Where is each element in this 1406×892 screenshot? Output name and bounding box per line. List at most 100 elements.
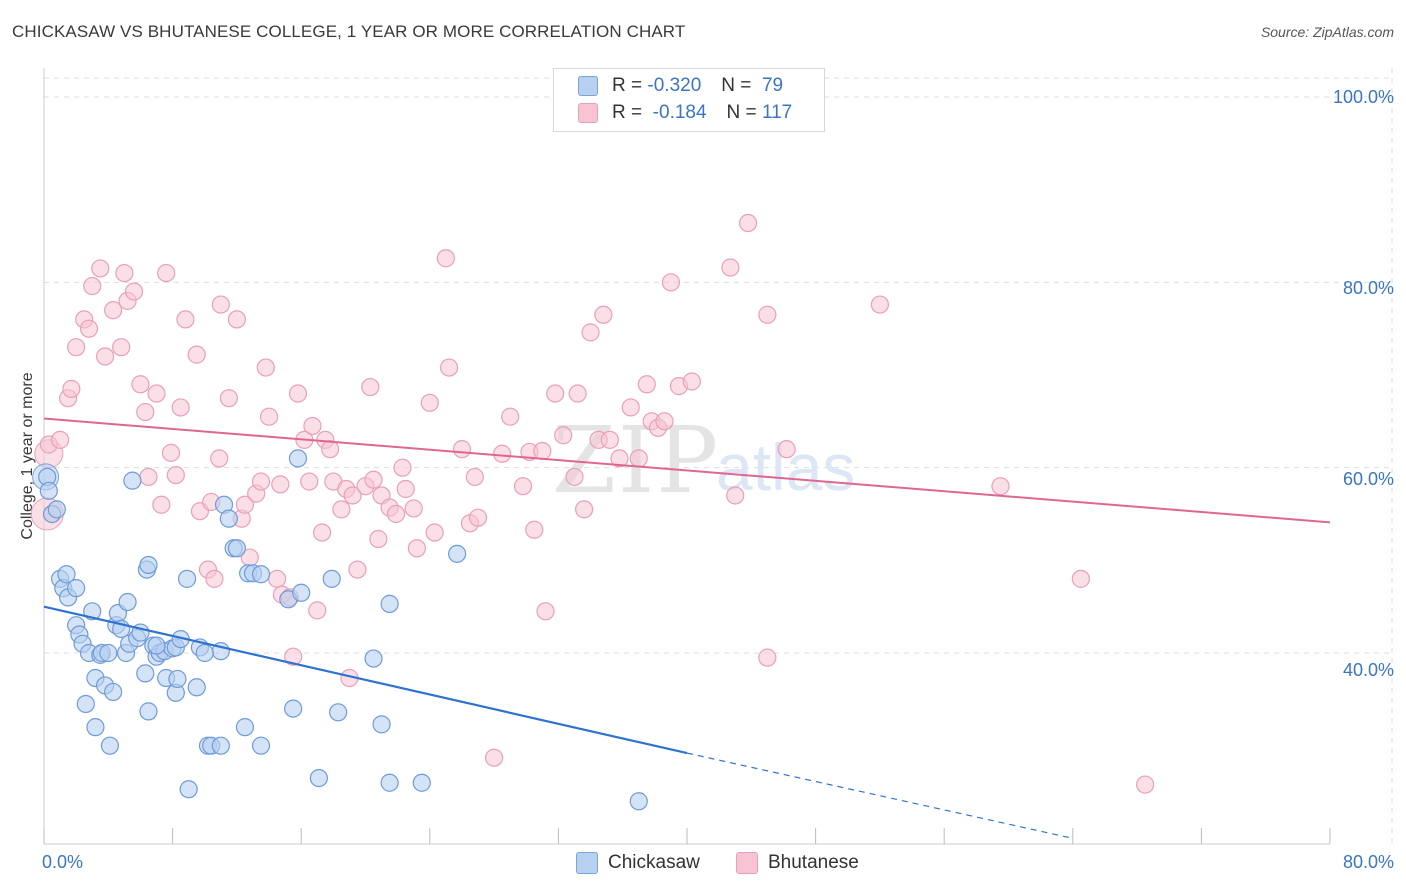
- y-tick-label: 100.0%: [1332, 87, 1394, 107]
- data-point: [610, 449, 629, 468]
- data-point: [525, 520, 544, 539]
- data-point: [621, 398, 640, 417]
- data-point: [251, 565, 271, 584]
- data-point: [284, 699, 303, 718]
- data-point: [267, 569, 287, 588]
- data-point: [288, 384, 308, 403]
- data-point: [369, 529, 388, 549]
- data-point: [104, 682, 123, 702]
- data-point: [777, 440, 796, 459]
- trend-line-chickasaw-extension: [686, 752, 1073, 839]
- data-point: [91, 259, 110, 278]
- data-point: [115, 263, 134, 283]
- data-point: [501, 407, 520, 426]
- data-point: [256, 358, 275, 377]
- data-point: [655, 412, 674, 431]
- data-point: [147, 384, 166, 403]
- data-point: [76, 694, 95, 714]
- data-point: [308, 601, 327, 620]
- source-note: Source: ZipAtlas.com: [1260, 24, 1394, 40]
- data-point: [168, 669, 187, 689]
- data-point: [303, 416, 322, 436]
- data-point: [210, 449, 229, 468]
- data-point: [682, 372, 701, 391]
- chart-title: CHICKASAW VS BHUTANESE COLLEGE, 1 YEAR O…: [12, 22, 686, 41]
- data-point: [396, 479, 415, 499]
- data-point: [493, 444, 512, 463]
- legend-row-chickasaw: R = -0.320 N = 79: [578, 74, 783, 98]
- data-point: [99, 643, 118, 663]
- data-point: [536, 602, 555, 621]
- data-point: [448, 544, 467, 563]
- data-point: [251, 736, 271, 755]
- data-point: [211, 736, 230, 755]
- data-point: [452, 440, 472, 459]
- data-point: [1136, 775, 1155, 794]
- data-point: [312, 523, 332, 542]
- data-point: [412, 773, 431, 792]
- data-point: [329, 703, 348, 722]
- data-point: [67, 579, 86, 598]
- data-point: [177, 569, 197, 588]
- data-point: [118, 592, 137, 612]
- data-point: [83, 276, 102, 296]
- data-point: [124, 282, 144, 301]
- data-point: [637, 375, 656, 394]
- data-point: [152, 495, 171, 514]
- data-point: [870, 295, 890, 314]
- trend-line-bhutanese: [43, 417, 1331, 524]
- data-point: [332, 500, 351, 519]
- data-point: [139, 467, 158, 487]
- data-point: [439, 358, 459, 377]
- data-point: [50, 430, 70, 449]
- data-point: [136, 402, 155, 422]
- n-label: N =: [726, 102, 757, 123]
- data-point: [485, 748, 504, 767]
- data-point: [136, 664, 155, 683]
- data-point: [361, 377, 380, 397]
- data-point: [187, 678, 206, 697]
- data-point: [393, 458, 412, 477]
- data-point: [991, 477, 1010, 496]
- data-point: [47, 500, 66, 519]
- data-point: [364, 649, 383, 668]
- data-point: [420, 393, 439, 412]
- y-tick-label: 60.0%: [1342, 469, 1394, 489]
- data-point: [758, 305, 777, 324]
- data-point: [343, 486, 362, 505]
- data-point: [157, 263, 176, 283]
- data-point: [161, 443, 181, 462]
- data-point: [271, 475, 290, 494]
- data-point: [533, 441, 552, 461]
- trend-lines: [43, 417, 1331, 839]
- data-point: [95, 347, 115, 366]
- data-point: [67, 338, 86, 357]
- r-value: -0.320: [647, 75, 702, 96]
- data-point: [629, 792, 648, 811]
- data-point: [372, 715, 391, 734]
- data-point: [380, 773, 399, 792]
- data-point: [407, 539, 427, 558]
- data-point: [147, 636, 166, 655]
- chickasaw-swatch: [576, 852, 598, 874]
- data-point: [57, 565, 76, 584]
- data-point: [235, 495, 255, 514]
- data-point: [721, 258, 740, 277]
- data-point: [219, 509, 238, 528]
- data-point: [235, 718, 255, 737]
- data-point: [104, 301, 123, 320]
- bottom-legend-chickasaw: Chickasaw: [576, 852, 700, 874]
- data-point: [83, 602, 102, 621]
- bhutanese-swatch: [736, 852, 758, 874]
- data-point: [292, 583, 311, 602]
- series-name: Chickasaw: [608, 852, 700, 873]
- chickasaw-swatch: [578, 76, 598, 96]
- data-point: [171, 398, 190, 417]
- data-point: [123, 471, 142, 490]
- data-point: [322, 569, 341, 588]
- data-point: [112, 338, 131, 357]
- r-label: R =: [612, 102, 643, 123]
- data-point: [39, 481, 58, 500]
- data-point: [100, 736, 120, 755]
